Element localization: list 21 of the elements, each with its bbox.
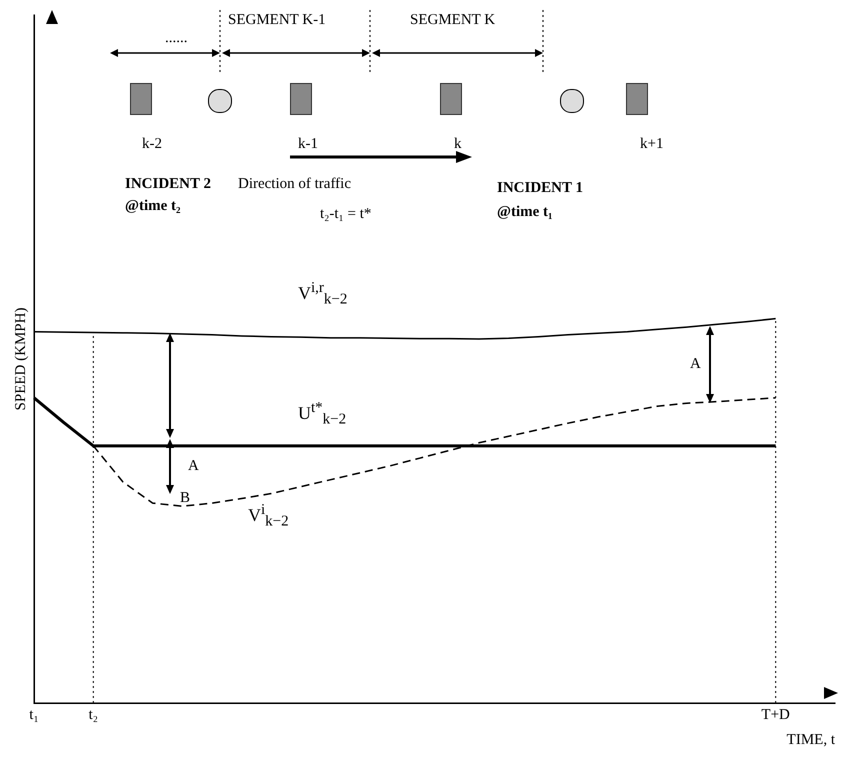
annotation: A <box>188 458 199 475</box>
text: ...... <box>165 30 188 47</box>
x-axis-title: TIME, t <box>786 732 836 748</box>
text: Direction of traffic <box>238 176 352 193</box>
text: k <box>454 136 462 153</box>
text: k-1 <box>298 136 318 153</box>
x-tick-label: t₁ <box>29 706 39 723</box>
text: k+1 <box>640 136 664 153</box>
text: INCIDENT 1 <box>497 180 583 197</box>
x-tick-label: t₂ <box>88 706 98 723</box>
text: t₂-t₁ = t* <box>320 206 372 223</box>
annotation: A <box>690 356 701 373</box>
text: k-2 <box>142 136 162 153</box>
text: SEGMENT K-1 <box>228 12 326 29</box>
text: INCIDENT 2 <box>125 176 211 193</box>
x-tick-label: T+D <box>761 706 790 723</box>
text: @time t₂ <box>125 198 181 215</box>
text: SEGMENT K <box>410 12 496 29</box>
text: @time t₁ <box>497 204 553 221</box>
annotation: B <box>180 490 190 507</box>
y-axis-title: SPEED (KMPH) <box>12 308 29 410</box>
